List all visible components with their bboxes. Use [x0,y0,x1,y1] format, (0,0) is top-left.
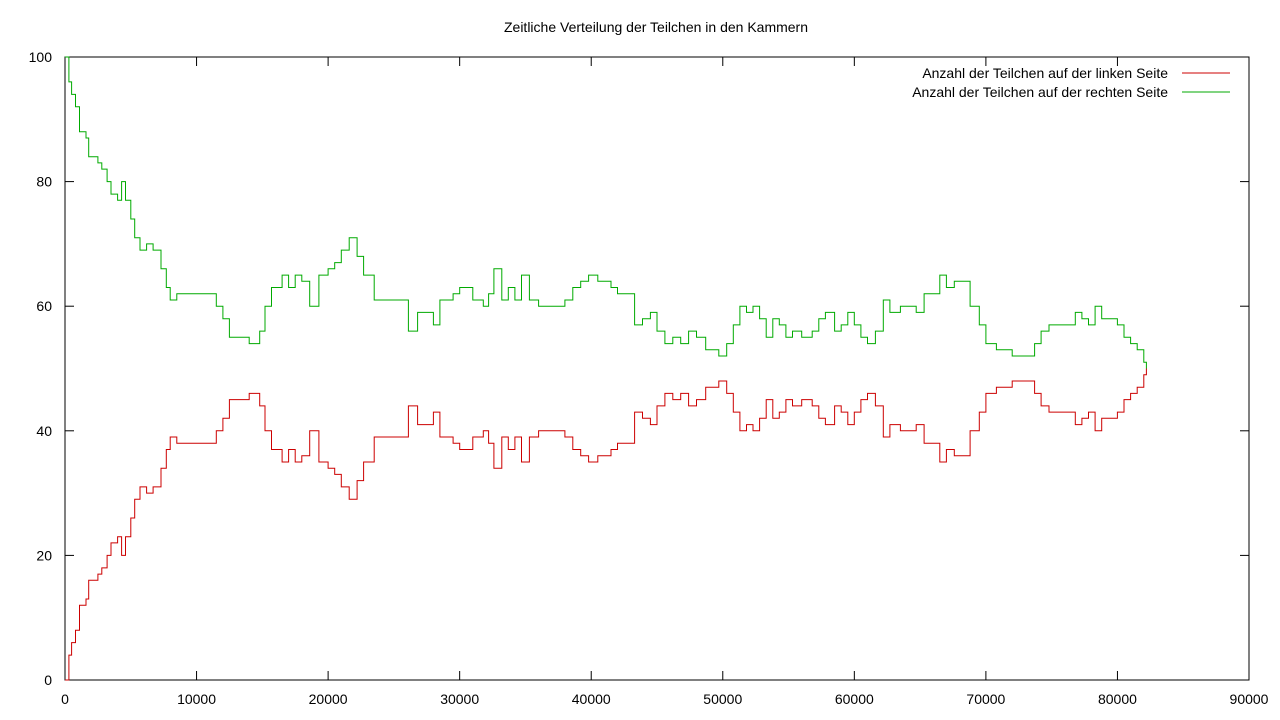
x-tick-label: 50000 [703,691,742,707]
series-line-0 [65,368,1147,681]
x-tick-label: 70000 [966,691,1005,707]
plot-area-frame [64,56,1250,681]
x-tick-label: 80000 [1098,691,1137,707]
x-tick-label: 30000 [440,691,479,707]
y-tick-label: 0 [44,672,52,688]
x-tick-label: 20000 [309,691,348,707]
series-group [65,56,1147,681]
y-tick-label: 80 [36,174,52,190]
y-tick-label: 20 [36,547,52,563]
legend-label-1: Anzahl der Teilchen auf der rechten Seit… [912,84,1168,100]
y-tick-label: 60 [36,298,52,314]
y-tick-label: 40 [36,423,52,439]
legend-label-0: Anzahl der Teilchen auf der linken Seite [922,65,1168,81]
x-tick-label: 40000 [572,691,611,707]
chart-title: Zeitliche Verteilung der Teilchen in den… [504,19,808,35]
x-tick-label: 10000 [177,691,216,707]
axis-ticks: 0 10000 20000 30000 40000 50000 60000 70000 8000… [29,49,1269,707]
y-tick-label: 100 [29,49,53,65]
legend: Anzahl der Teilchen auf der linken Seite… [912,65,1230,100]
x-tick-label: 0 [61,691,69,707]
series-line-1 [65,56,1147,369]
x-tick-label: 60000 [835,691,874,707]
x-tick-label: 90000 [1230,691,1269,707]
